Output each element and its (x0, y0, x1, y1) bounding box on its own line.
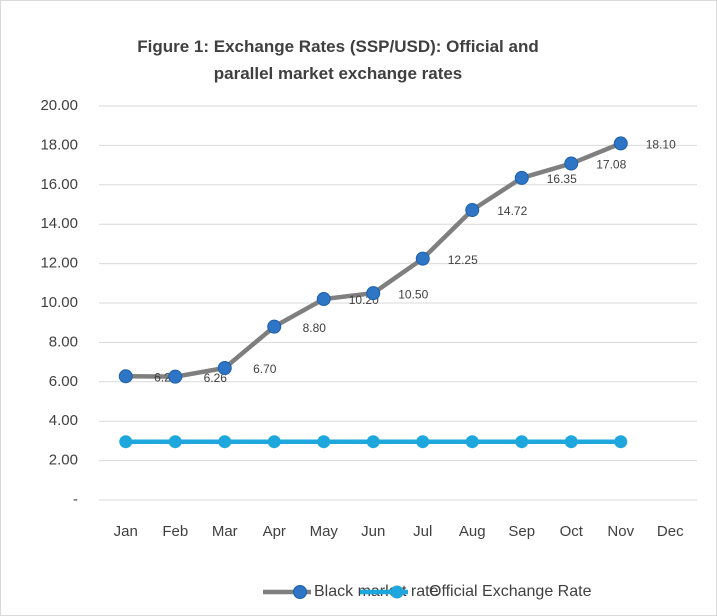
marker (267, 319, 282, 334)
marker (515, 435, 529, 449)
marker (217, 361, 232, 376)
marker (168, 435, 182, 449)
y-tick-label: 6.00 (49, 373, 78, 390)
data-label: 12.25 (448, 253, 478, 267)
x-tick-label: May (310, 523, 339, 540)
x-tick-label: Jul (413, 523, 432, 540)
marker (614, 435, 628, 449)
chart-title: Figure 1: Exchange Rates (SSP/USD): Offi… (137, 37, 539, 83)
x-tick-label: Mar (212, 523, 238, 540)
y-tick-label: 10.00 (40, 294, 78, 311)
data-label: 8.80 (303, 321, 327, 335)
marker (465, 435, 479, 449)
marker (267, 435, 281, 449)
data-label: 10.50 (398, 287, 428, 301)
x-tick-label: Jun (361, 523, 385, 540)
marker (316, 292, 331, 307)
marker (415, 251, 430, 266)
marker (613, 136, 628, 151)
marker (514, 170, 529, 185)
x-tick-label: Feb (162, 523, 188, 540)
marker (118, 369, 133, 384)
data-label: 18.10 (646, 138, 676, 152)
data-label: 17.08 (596, 158, 626, 172)
marker (366, 435, 380, 449)
marker (564, 156, 579, 171)
y-tick-label: - (73, 491, 78, 508)
y-tick-label: 4.00 (49, 412, 78, 429)
data-label: 16.35 (547, 172, 577, 186)
y-tick-label: 2.00 (49, 452, 78, 469)
y-tick-label: 12.00 (40, 255, 78, 272)
data-label: 6.70 (253, 362, 277, 376)
marker (564, 435, 578, 449)
marker (366, 286, 381, 301)
x-tick-label: Jan (114, 523, 138, 540)
x-tick-label: Apr (263, 523, 286, 540)
x-tick-label: Oct (560, 523, 584, 540)
y-tick-label: 14.00 (40, 215, 78, 232)
y-tick-label: 8.00 (49, 333, 78, 350)
marker (119, 435, 133, 449)
marker (465, 203, 480, 218)
y-tick-label: 16.00 (40, 176, 78, 193)
marker (416, 435, 430, 449)
marker (218, 435, 232, 449)
y-tick-label: 20.00 (40, 97, 78, 114)
data-label: 6.26 (204, 371, 228, 385)
y-tick-label: 18.00 (40, 136, 78, 153)
marker (317, 435, 331, 449)
x-tick-label: Sep (508, 523, 535, 540)
x-tick-label: Nov (607, 523, 634, 540)
marker (168, 369, 183, 384)
data-label: 14.72 (497, 204, 527, 218)
legend-label: Official Exchange Rate (429, 583, 592, 600)
x-tick-label: Aug (459, 523, 486, 540)
legend-marker (390, 585, 404, 599)
legend-marker (293, 585, 307, 599)
x-tick-label: Dec (657, 523, 684, 540)
